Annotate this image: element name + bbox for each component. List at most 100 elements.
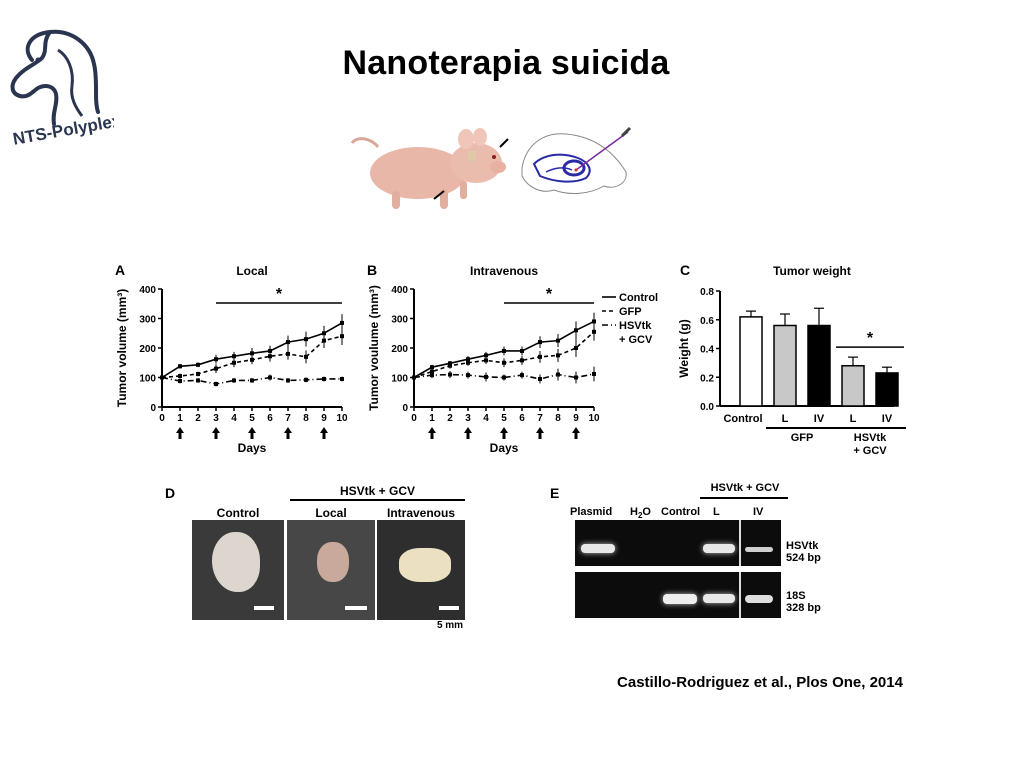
chart-b-intravenous: B Intravenous 0 100 200 300 400 0 1 2 3 4 5 6 7 8 9 10 Day…	[367, 262, 658, 455]
legend-label-2-b: + GCV	[619, 334, 653, 346]
data-point	[268, 375, 272, 380]
y-tick-label: 0.4	[700, 345, 714, 356]
slide-title: Nanoterapia suicida	[342, 44, 670, 82]
data-point	[286, 351, 290, 356]
gel-lane-control: Control	[661, 506, 701, 518]
x-tick-label: 4	[231, 413, 237, 424]
legend-label-2: HSVtk	[619, 320, 652, 332]
photo-label-local: Local	[315, 506, 347, 520]
injection-arrow	[464, 427, 472, 439]
chart-c-tumor-weight: C Tumor weight 0.0 0.2 0.4 0.6 0.8 Weight (g) Co…	[677, 262, 906, 457]
data-point	[502, 348, 506, 353]
data-point	[538, 376, 542, 381]
gel-image-18s	[575, 572, 781, 618]
significance-star: *	[867, 330, 874, 347]
category-label-2: IV	[814, 413, 825, 425]
panel-letter-c: C	[680, 262, 690, 278]
bar-0	[739, 316, 763, 407]
data-point	[556, 353, 560, 358]
x-tick-label: 4	[483, 413, 489, 424]
tumor-photo-intravenous	[377, 520, 465, 620]
x-tick-label: 2	[447, 413, 453, 424]
data-point	[286, 340, 290, 345]
x-tick-label: 10	[336, 413, 348, 424]
y-tick-label: 0	[150, 403, 156, 414]
gel-group-bracket	[700, 497, 788, 499]
data-point	[178, 364, 182, 369]
logo-text: NTS-Polyplex	[11, 111, 114, 149]
data-point	[250, 351, 254, 356]
data-point	[232, 360, 236, 365]
injection-arrow	[176, 427, 184, 439]
x-tick-label: 10	[588, 413, 600, 424]
gel-lane-water: H2O	[630, 506, 651, 521]
y-tick-label: 0	[402, 403, 408, 414]
data-point	[322, 338, 326, 343]
photo-group-bracket	[290, 499, 465, 501]
data-point	[304, 354, 308, 359]
bar-4	[875, 372, 899, 407]
injection-arrow	[248, 427, 256, 439]
photo-label-intravenous: Intravenous	[386, 506, 455, 520]
category-label-3: L	[850, 413, 857, 425]
data-point	[484, 374, 488, 379]
data-point	[484, 358, 488, 363]
data-point	[178, 374, 182, 379]
photo-group-label: HSVtk + GCV	[339, 484, 416, 498]
data-point	[556, 338, 560, 343]
significance-star: *	[276, 286, 283, 303]
data-point	[430, 369, 434, 374]
panel-letter-e: E	[550, 485, 560, 501]
data-point	[250, 378, 254, 383]
x-tick-label: 6	[519, 413, 525, 424]
y-axis-label: Weight (g)	[677, 319, 691, 377]
data-point	[340, 376, 344, 381]
bar-2	[807, 324, 831, 407]
legend-label-1: GFP	[619, 306, 642, 318]
data-point	[484, 353, 488, 358]
group-label-0: GFP	[791, 432, 814, 444]
data-point	[412, 375, 416, 380]
citation: Castillo-Rodriguez et al., Plos One, 201…	[617, 674, 903, 691]
data-point	[466, 360, 470, 365]
data-point	[304, 337, 308, 342]
data-point	[574, 328, 578, 333]
data-point	[232, 378, 236, 383]
x-tick-label: 1	[429, 413, 435, 424]
gel-group-label: HSVtk + GCV	[710, 482, 780, 494]
x-tick-label: 3	[465, 413, 471, 424]
x-tick-label: 7	[285, 413, 291, 424]
x-tick-label: 7	[537, 413, 543, 424]
nts-polyplex-logo: NTS-Polyplex	[10, 29, 114, 149]
data-point	[538, 354, 542, 359]
gel-lane-plasmid: Plasmid	[570, 506, 613, 518]
injection-arrow	[572, 427, 580, 439]
data-point	[160, 375, 164, 380]
y-tick-label: 100	[139, 374, 156, 385]
data-point	[322, 376, 326, 381]
data-point	[466, 373, 470, 378]
data-point	[592, 319, 596, 324]
bar-1	[773, 324, 797, 407]
panel-letter-a: A	[115, 262, 125, 278]
data-point	[520, 373, 524, 378]
x-tick-label: 2	[195, 413, 201, 424]
bar-3	[841, 365, 865, 407]
y-tick-label: 200	[391, 344, 408, 355]
chart-title: Tumor weight	[773, 264, 851, 278]
significance-star: *	[546, 286, 553, 303]
data-point	[574, 375, 578, 380]
group-label-1: HSVtk	[854, 432, 887, 444]
data-point	[196, 362, 200, 367]
data-point	[538, 340, 542, 345]
x-tick-label: 0	[159, 413, 165, 424]
panel-letter-b: B	[367, 262, 377, 278]
injection-arrow	[284, 427, 292, 439]
photo-label-control: Control	[216, 506, 260, 520]
data-point	[520, 348, 524, 353]
y-axis-label: Tumor volume (mm³)	[115, 289, 129, 407]
y-tick-label: 300	[139, 315, 156, 326]
chart-title: Local	[236, 264, 267, 278]
y-tick-label: 100	[391, 374, 408, 385]
